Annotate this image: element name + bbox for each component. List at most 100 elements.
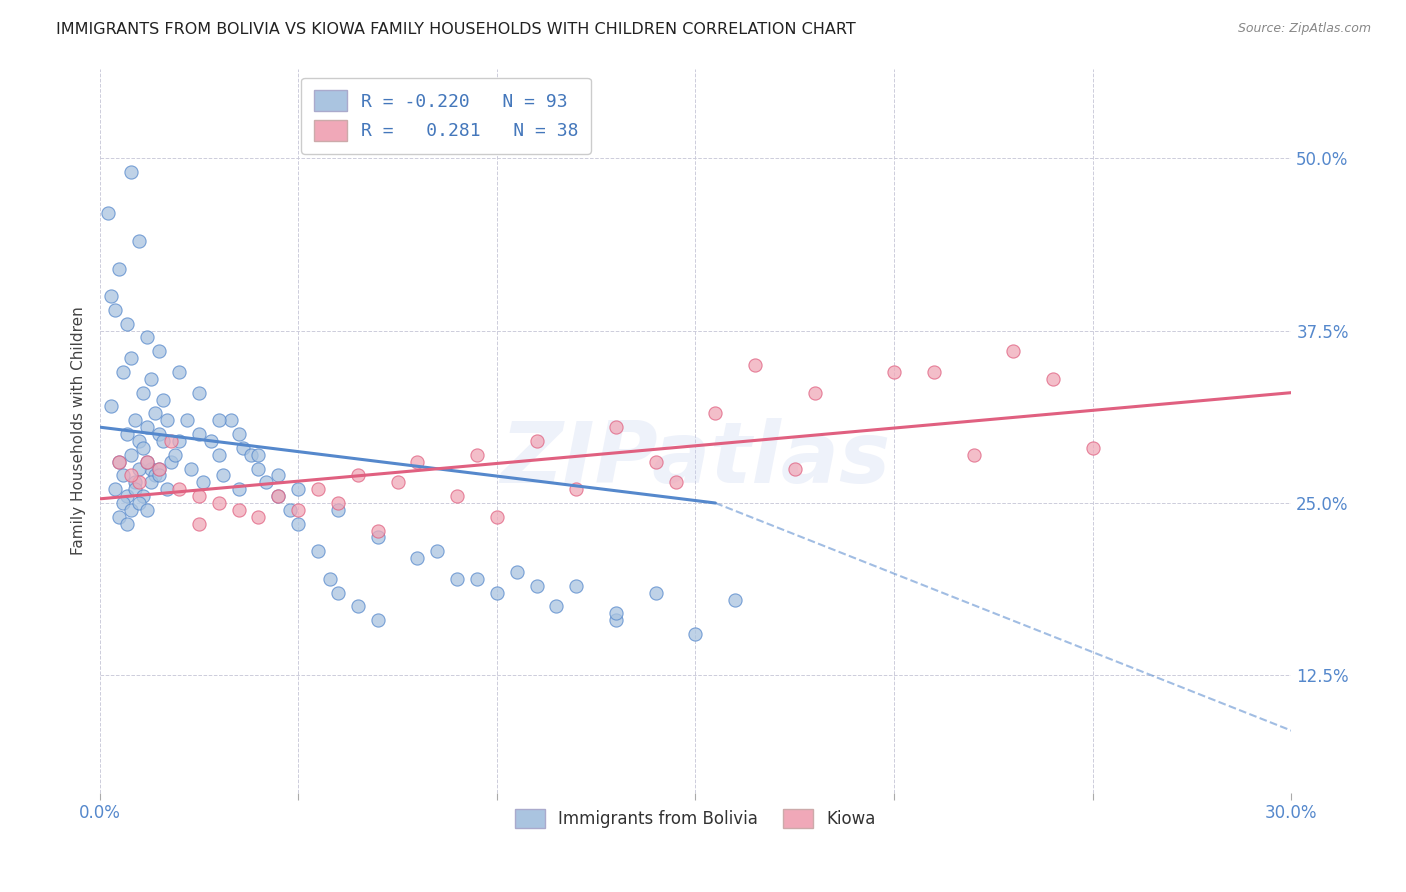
Point bbox=[526, 434, 548, 448]
Point bbox=[148, 427, 170, 442]
Point bbox=[152, 434, 174, 448]
Point bbox=[191, 475, 214, 490]
Point bbox=[406, 455, 429, 469]
Point bbox=[156, 413, 179, 427]
Point bbox=[219, 413, 242, 427]
Point bbox=[108, 455, 131, 469]
Point bbox=[346, 468, 368, 483]
Point bbox=[387, 475, 409, 490]
Point bbox=[120, 165, 142, 179]
Point bbox=[783, 461, 806, 475]
Point bbox=[167, 434, 190, 448]
Point bbox=[326, 585, 349, 599]
Point bbox=[120, 503, 142, 517]
Point bbox=[187, 489, 209, 503]
Point bbox=[187, 427, 209, 442]
Point bbox=[160, 434, 183, 448]
Text: IMMIGRANTS FROM BOLIVIA VS KIOWA FAMILY HOUSEHOLDS WITH CHILDREN CORRELATION CHA: IMMIGRANTS FROM BOLIVIA VS KIOWA FAMILY … bbox=[56, 22, 856, 37]
Point bbox=[485, 509, 508, 524]
Point bbox=[605, 613, 627, 627]
Point bbox=[665, 475, 688, 490]
Point bbox=[267, 489, 290, 503]
Point bbox=[232, 441, 254, 455]
Point bbox=[247, 448, 270, 462]
Point bbox=[744, 358, 766, 372]
Point bbox=[367, 531, 389, 545]
Point bbox=[724, 592, 747, 607]
Point bbox=[128, 475, 150, 490]
Point bbox=[426, 544, 449, 558]
Point bbox=[132, 441, 155, 455]
Point bbox=[112, 365, 135, 379]
Point bbox=[319, 572, 342, 586]
Point bbox=[465, 448, 488, 462]
Point bbox=[922, 365, 945, 379]
Point bbox=[605, 420, 627, 434]
Point bbox=[287, 503, 309, 517]
Point bbox=[96, 206, 118, 220]
Point bbox=[165, 448, 187, 462]
Point bbox=[167, 365, 190, 379]
Point bbox=[143, 468, 166, 483]
Point bbox=[278, 503, 301, 517]
Point bbox=[267, 489, 290, 503]
Point bbox=[208, 448, 231, 462]
Point bbox=[239, 448, 262, 462]
Point bbox=[156, 482, 179, 496]
Point bbox=[685, 627, 707, 641]
Point bbox=[143, 406, 166, 420]
Point bbox=[128, 234, 150, 248]
Point bbox=[128, 434, 150, 448]
Point bbox=[128, 496, 150, 510]
Point bbox=[160, 455, 183, 469]
Point bbox=[124, 482, 146, 496]
Point bbox=[176, 413, 198, 427]
Point bbox=[565, 482, 588, 496]
Point bbox=[962, 448, 984, 462]
Point bbox=[180, 461, 202, 475]
Point bbox=[148, 461, 170, 475]
Point bbox=[211, 468, 233, 483]
Point bbox=[228, 503, 250, 517]
Point bbox=[120, 351, 142, 366]
Point bbox=[465, 572, 488, 586]
Text: Source: ZipAtlas.com: Source: ZipAtlas.com bbox=[1237, 22, 1371, 36]
Point bbox=[104, 482, 127, 496]
Point bbox=[883, 365, 905, 379]
Legend: Immigrants from Bolivia, Kiowa: Immigrants from Bolivia, Kiowa bbox=[509, 803, 883, 835]
Point bbox=[167, 482, 190, 496]
Point bbox=[152, 392, 174, 407]
Point bbox=[644, 585, 666, 599]
Point bbox=[446, 572, 468, 586]
Point bbox=[803, 385, 825, 400]
Point bbox=[546, 599, 568, 614]
Point bbox=[326, 503, 349, 517]
Point bbox=[200, 434, 222, 448]
Point bbox=[108, 455, 131, 469]
Point bbox=[254, 475, 277, 490]
Point bbox=[307, 544, 329, 558]
Point bbox=[108, 509, 131, 524]
Point bbox=[228, 427, 250, 442]
Point bbox=[120, 468, 142, 483]
Point bbox=[287, 516, 309, 531]
Point bbox=[117, 317, 139, 331]
Point bbox=[141, 372, 163, 386]
Point bbox=[406, 551, 429, 566]
Point bbox=[228, 482, 250, 496]
Point bbox=[505, 565, 527, 579]
Point bbox=[136, 455, 159, 469]
Point bbox=[1002, 344, 1025, 359]
Point bbox=[117, 516, 139, 531]
Point bbox=[187, 516, 209, 531]
Point bbox=[120, 448, 142, 462]
Point bbox=[136, 503, 159, 517]
Point bbox=[367, 613, 389, 627]
Point bbox=[287, 482, 309, 496]
Text: ZIPatlas: ZIPatlas bbox=[501, 418, 890, 501]
Point bbox=[704, 406, 727, 420]
Point bbox=[112, 496, 135, 510]
Point bbox=[1042, 372, 1064, 386]
Point bbox=[136, 330, 159, 344]
Point bbox=[117, 489, 139, 503]
